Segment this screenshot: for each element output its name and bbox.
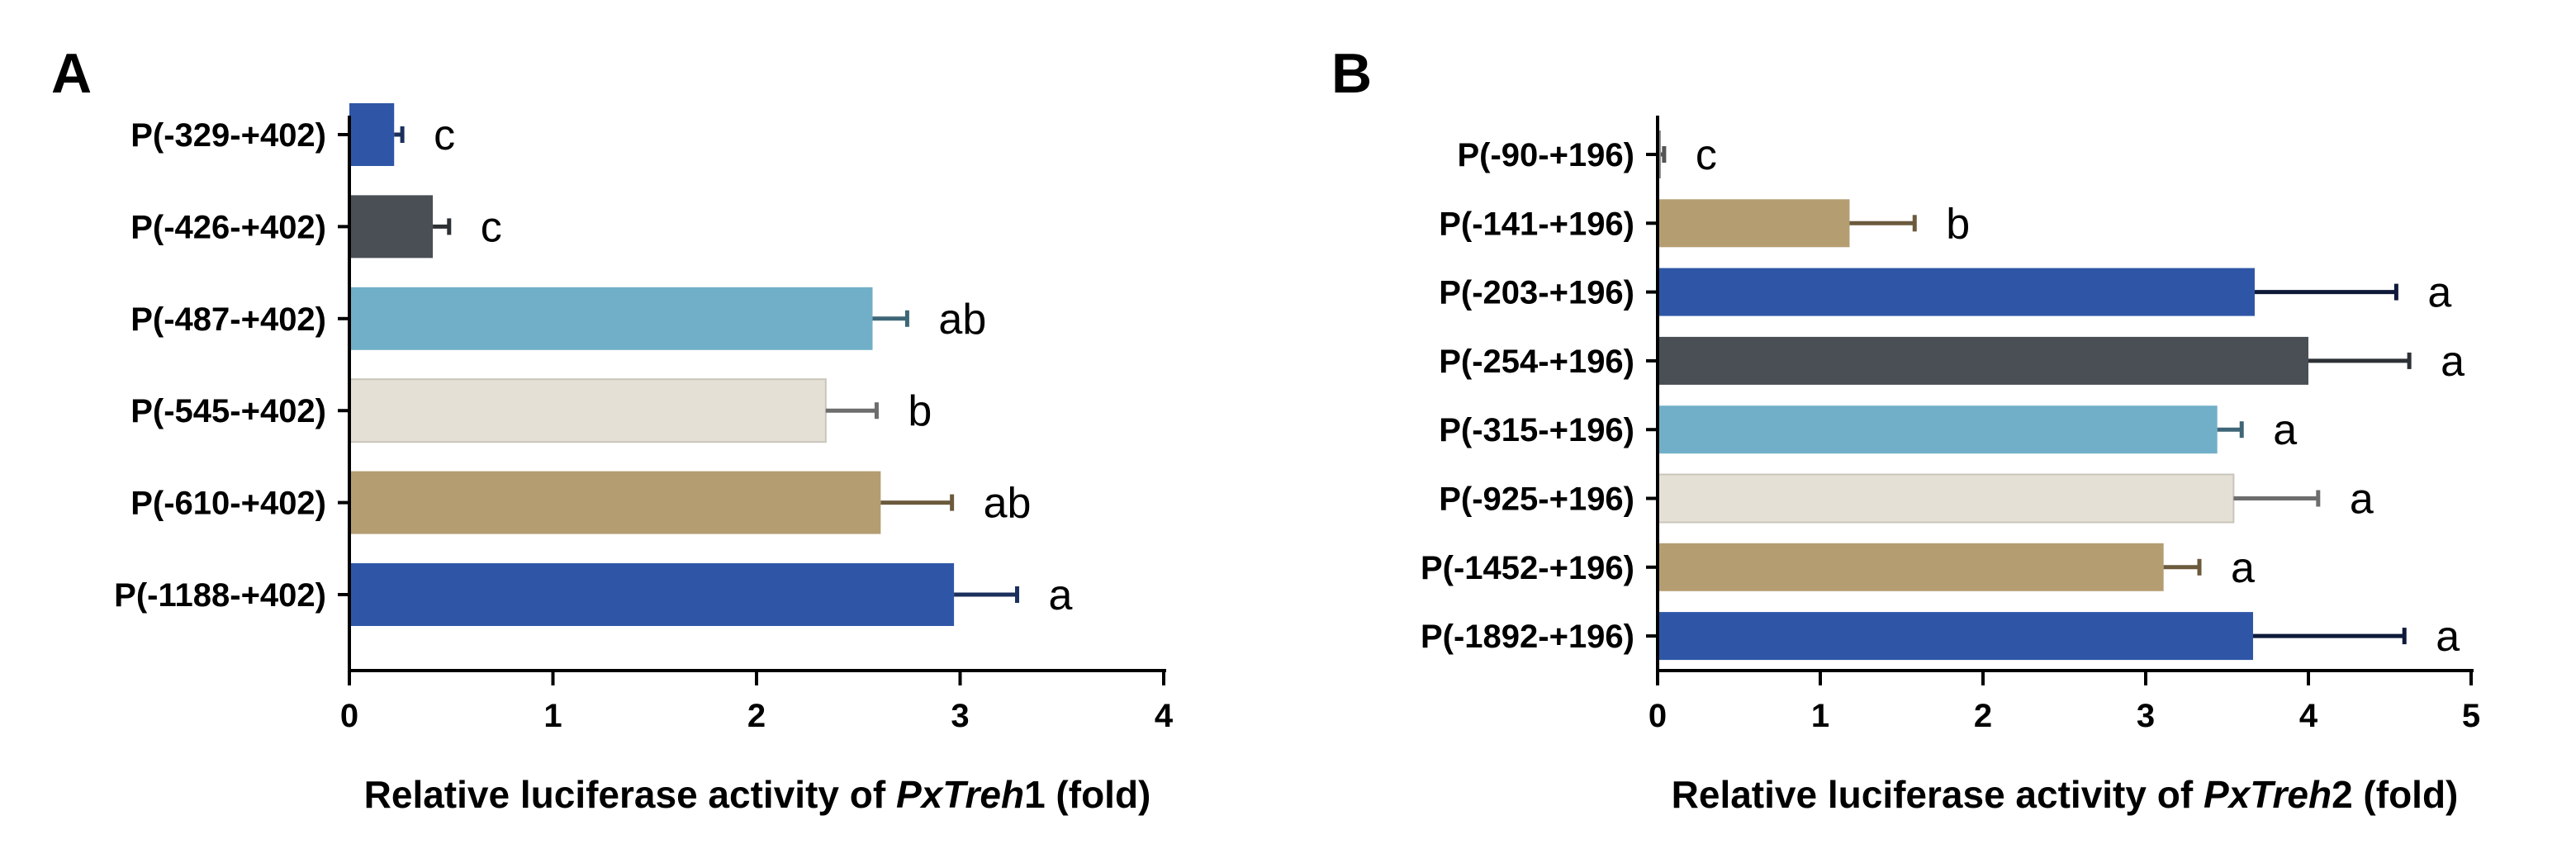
- panel-b-x-tick-label: 2: [1974, 698, 1992, 734]
- panel-b-x-tick-label: 4: [2299, 698, 2318, 734]
- panel-a-significance-label: a: [1049, 571, 1073, 619]
- panel-b-category-label: P(-203-+196): [1439, 275, 1634, 311]
- panel-b-x-tick-label: 0: [1649, 698, 1667, 734]
- panel-a-significance-label: ab: [938, 296, 986, 344]
- panel-b-significance-label: a: [2273, 406, 2297, 454]
- panel-b-bar: [1658, 405, 2218, 454]
- panel-a-bar: [349, 103, 395, 166]
- panel-b-category-label: P(-1892-+196): [1421, 619, 1634, 655]
- panel-a-x-tick-label: 3: [951, 698, 969, 734]
- panel-b-category-label: P(-1452-+196): [1421, 550, 1634, 586]
- panel-b-x-tick-label: 1: [1811, 698, 1829, 734]
- panel-b-category-label: P(-141-+196): [1439, 206, 1634, 242]
- panel-a-x-tick-label: 0: [340, 698, 358, 734]
- panel-a-x-tick-label: 2: [747, 698, 766, 734]
- panel-a-category-label: P(-487-+402): [130, 301, 326, 338]
- panel-b-category-label: P(-925-+196): [1439, 481, 1634, 518]
- panel-b-significance-label: a: [2350, 476, 2374, 524]
- panel-b-significance-label: c: [1696, 131, 1717, 179]
- panel-a-x-tick-label: 1: [543, 698, 562, 734]
- panel-a-significance-label: c: [481, 203, 502, 251]
- panel-a-x-axis-title: Relative luciferase activity of PxTreh1 …: [364, 773, 1151, 816]
- panel-b-category-label: P(-254-+196): [1439, 344, 1634, 380]
- panel-b-bar: [1658, 612, 2254, 661]
- panel-a-ticks: 0 1 2 3 4: [340, 671, 1174, 734]
- panel-b-bar: [1657, 473, 2235, 524]
- panel-b-significance-label: a: [2441, 338, 2465, 386]
- panel-a-significance-label: ab: [984, 480, 1032, 528]
- panel-a-bar: [349, 195, 434, 258]
- panel-a-bar: [349, 563, 955, 626]
- panel-b-significance-label: a: [2231, 544, 2255, 592]
- panel-b-bars: P(-90-+196) c P(-141-+196) b P(-203-+196) a P(…: [1421, 130, 2465, 661]
- panel-b-significance-label: b: [1946, 200, 1970, 248]
- panel-a-significance-label: b: [908, 387, 932, 435]
- panel-a-category-label: P(-1188-+402): [114, 577, 326, 614]
- panel-b-significance-label: a: [2427, 269, 2451, 317]
- panel-a-category-label: P(-426-+402): [130, 209, 326, 245]
- panel-b-bar: [1658, 543, 2164, 591]
- panel-b-x-tick-label: 5: [2462, 698, 2480, 734]
- panel-a-bar: [349, 287, 873, 350]
- panel-a-x-tick-label: 4: [1155, 698, 1174, 734]
- panel-b-ticks: 0 1 2 3 4 5: [1649, 671, 2480, 734]
- panel-a-significance-label: c: [434, 111, 455, 159]
- panel-a-category-label: P(-545-+402): [130, 393, 326, 429]
- panel-a-bar: [349, 471, 881, 534]
- panel-b-category-label: P(-90-+196): [1457, 137, 1634, 173]
- panel-a-category-label: P(-610-+402): [130, 486, 326, 522]
- panel-b-bar: [1658, 199, 1850, 248]
- panel-b-letter: B: [1331, 42, 1372, 105]
- panel-b: B P(-90-+196) c P(-141-+196) b P(-203-+196) a…: [1331, 42, 2480, 816]
- panel-a-bars: P(-329-+402) cP(-426-+402) cP(-487-+402) ab…: [114, 103, 1073, 626]
- panel-a-letter: A: [51, 42, 92, 105]
- panel-b-x-tick-label: 3: [2137, 698, 2155, 734]
- panel-b-x-axis-title: Relative luciferase activity of PxTreh2 …: [1672, 773, 2459, 816]
- panel-b-bar: [1658, 268, 2255, 316]
- panel-b-bar: [1658, 336, 2308, 385]
- panel-b-significance-label: a: [2436, 613, 2460, 661]
- panel-b-category-label: P(-315-+196): [1439, 412, 1634, 448]
- panel-a-bar: [349, 378, 827, 443]
- panel-a-category-label: P(-329-+402): [130, 117, 326, 154]
- panel-a: A P(-329-+402) c P(-426-+402) c P(-487-+402)…: [51, 42, 1174, 816]
